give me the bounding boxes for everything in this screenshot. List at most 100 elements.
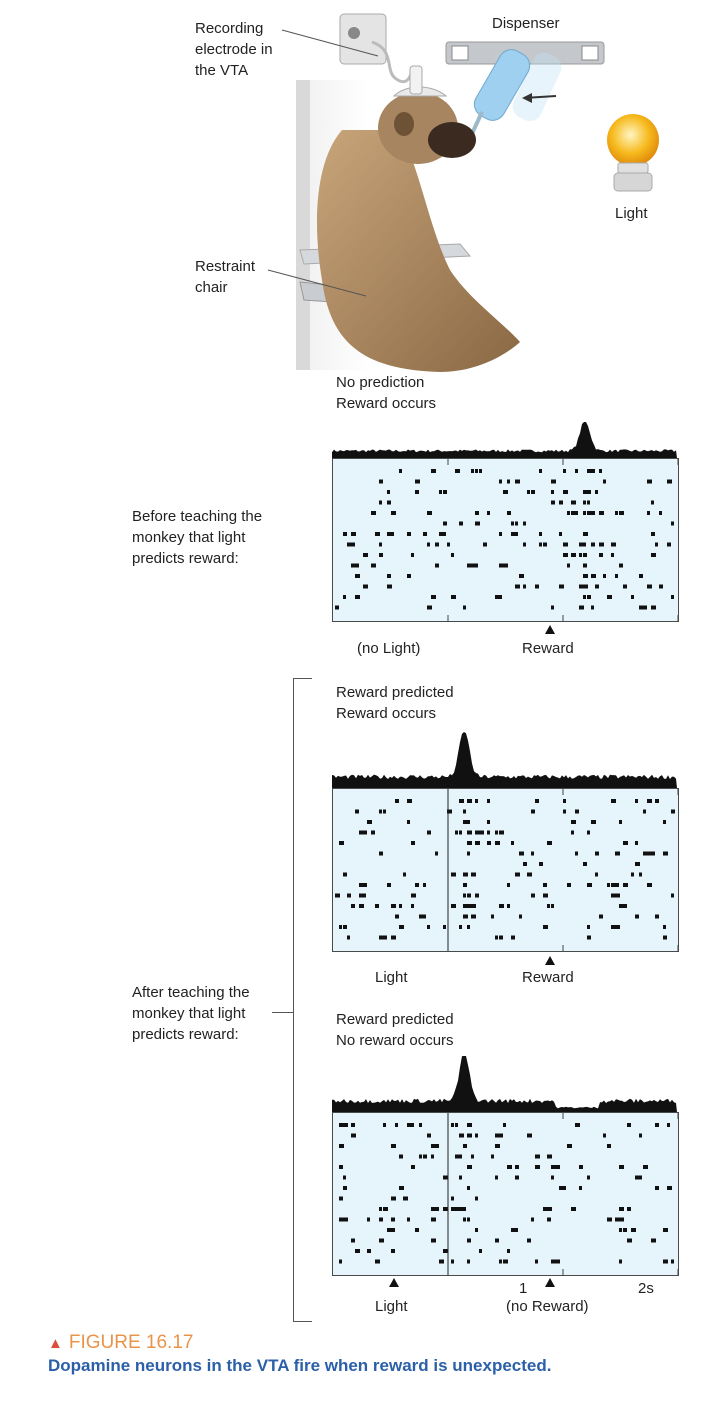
raster-grid-2 <box>332 788 679 952</box>
spike <box>563 799 566 803</box>
spike <box>499 563 503 568</box>
spike <box>411 904 414 908</box>
spike <box>399 469 402 473</box>
spike <box>355 563 359 568</box>
spike <box>343 595 346 599</box>
spike <box>435 542 439 547</box>
raster-panel-1 <box>332 418 679 624</box>
spike <box>467 841 472 845</box>
spike <box>631 872 634 877</box>
spike <box>619 1259 622 1264</box>
spike <box>459 830 462 835</box>
spike <box>615 1217 620 1222</box>
spike <box>495 830 498 835</box>
spike <box>531 893 535 898</box>
light-label-3: Light <box>375 1298 408 1315</box>
spike <box>603 479 606 484</box>
raster-grid-1 <box>332 458 679 622</box>
spike <box>399 904 402 908</box>
spike <box>383 935 387 940</box>
spike <box>487 841 491 845</box>
spike <box>399 1186 404 1190</box>
spike <box>503 490 508 494</box>
chair-label: Restraint chair <box>195 258 256 296</box>
spike <box>499 479 502 484</box>
spike <box>451 1207 456 1211</box>
spike <box>575 511 578 515</box>
spike <box>571 820 576 824</box>
spike <box>495 935 498 940</box>
spike <box>431 469 436 473</box>
spike <box>639 1175 642 1180</box>
spike <box>443 490 447 494</box>
spike <box>619 820 622 824</box>
spike <box>495 1175 498 1180</box>
spike <box>603 1133 606 1138</box>
spike <box>463 883 467 887</box>
spike <box>447 809 452 814</box>
spike <box>431 1144 436 1148</box>
spike <box>567 511 570 515</box>
spike <box>395 914 399 919</box>
spike <box>575 469 578 473</box>
spike <box>551 1259 555 1264</box>
no-light-label: (no Light) <box>357 640 421 657</box>
spike <box>355 574 360 578</box>
spike <box>575 851 578 856</box>
spike <box>387 532 391 536</box>
spike <box>551 479 556 484</box>
spike <box>407 799 412 803</box>
spike <box>383 809 386 814</box>
spike <box>475 1228 478 1232</box>
spike <box>563 553 568 557</box>
spike <box>339 1196 343 1201</box>
monkey-body <box>316 130 520 372</box>
spike <box>575 809 579 814</box>
spike <box>503 563 508 568</box>
spike <box>347 935 350 940</box>
spike <box>503 1123 506 1127</box>
spike <box>583 563 587 568</box>
spike <box>463 1207 466 1211</box>
spike <box>667 1123 670 1127</box>
spike <box>599 469 602 473</box>
spike <box>475 1196 478 1201</box>
spike <box>427 830 431 835</box>
spike <box>491 1154 494 1159</box>
spike <box>607 1144 611 1148</box>
spike <box>371 511 376 515</box>
spike <box>435 851 438 856</box>
spike <box>363 830 367 835</box>
spike <box>411 1123 414 1127</box>
spike <box>511 841 514 845</box>
axis-tick-2s: 2s <box>638 1280 654 1297</box>
spike <box>619 1228 622 1232</box>
spike <box>435 563 439 568</box>
spike <box>367 1217 370 1222</box>
spike <box>547 904 550 908</box>
spike <box>471 914 476 919</box>
spike <box>563 542 568 547</box>
spike <box>671 809 675 814</box>
spike <box>543 883 547 887</box>
spike <box>531 809 535 814</box>
spike <box>475 1133 478 1138</box>
spike <box>387 574 391 578</box>
spike <box>387 1228 392 1232</box>
spike <box>535 799 539 803</box>
spike <box>655 799 659 803</box>
spike <box>615 893 620 898</box>
spike <box>475 521 480 526</box>
spike <box>335 605 339 610</box>
spike <box>467 1186 470 1190</box>
histogram-area <box>332 732 677 788</box>
spike <box>479 830 484 835</box>
spike <box>647 799 652 803</box>
spike <box>631 1228 636 1232</box>
spike <box>627 1123 631 1127</box>
raster-panel-3 <box>332 1052 679 1277</box>
spike <box>611 542 616 547</box>
spike <box>431 1217 436 1222</box>
spike <box>471 563 475 568</box>
spike <box>487 799 490 803</box>
